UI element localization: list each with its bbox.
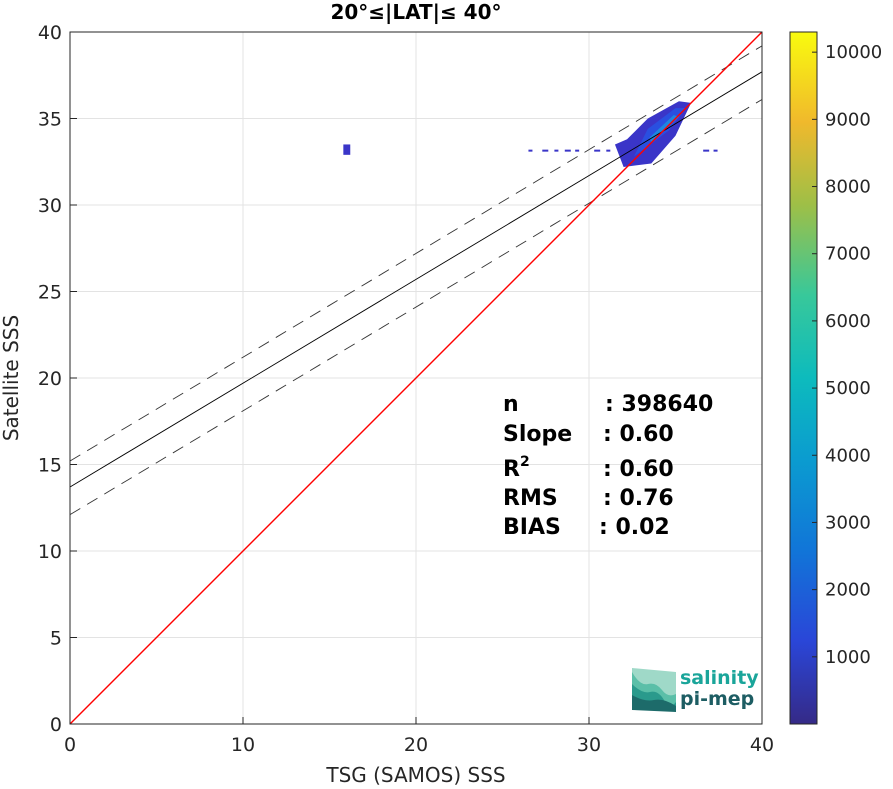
stat-value-1: : 0.60 bbox=[603, 422, 674, 447]
x-tick-label-4: 40 bbox=[750, 734, 774, 756]
x-axis-ticks: 0 10 20 30 40 bbox=[64, 717, 774, 756]
density-patch-isolated bbox=[343, 144, 351, 155]
y-tick-label-5: 25 bbox=[38, 282, 62, 304]
density-streak-5 bbox=[594, 149, 601, 152]
stat-value-3: : 0.76 bbox=[603, 486, 674, 511]
y-tick-label-7: 35 bbox=[38, 109, 62, 131]
stat-label-1: Slope bbox=[503, 422, 572, 447]
y-tick-label-4: 20 bbox=[38, 368, 62, 390]
density-streak-7 bbox=[703, 149, 710, 152]
stat-label-0: n bbox=[503, 392, 519, 417]
lower-bound-line bbox=[70, 99, 762, 516]
colorbar-tick-label-2: 3000 bbox=[825, 512, 871, 533]
x-tick-label-1: 10 bbox=[231, 734, 255, 756]
chart-title: 20°≤|LAT|≤ 40° bbox=[330, 0, 501, 24]
x-axis-label: TSG (SAMOS) SSS bbox=[325, 763, 505, 787]
colorbar bbox=[789, 31, 818, 725]
fit-lines bbox=[70, 32, 762, 724]
density-streak-4 bbox=[575, 149, 580, 152]
salinity-logo: salinity pi-mep bbox=[632, 667, 759, 712]
upper-bound-line bbox=[70, 45, 762, 462]
logo-line2: pi-mep bbox=[680, 688, 754, 710]
logo-line1: salinity bbox=[680, 667, 759, 689]
y-tick-label-8: 40 bbox=[38, 22, 62, 44]
density-streak-2 bbox=[554, 149, 559, 152]
density-streak-1 bbox=[542, 149, 549, 152]
density-streak-3 bbox=[564, 149, 571, 152]
colorbar-tick-label-1: 2000 bbox=[825, 580, 871, 601]
colorbar-tick-label-5: 6000 bbox=[825, 311, 871, 332]
identity-line bbox=[70, 32, 762, 724]
colorbar-tick-label-6: 7000 bbox=[825, 244, 871, 265]
y-axis-label: Satellite SSS bbox=[0, 315, 23, 441]
stat-value-2: : 0.60 bbox=[603, 457, 674, 482]
x-tick-label-3: 30 bbox=[577, 734, 601, 756]
density-streak-8 bbox=[713, 149, 718, 152]
stat-value-0: : 398640 bbox=[605, 392, 713, 417]
density-streak-6 bbox=[606, 149, 611, 152]
density-streak-0 bbox=[528, 149, 533, 152]
colorbar-tick-label-3: 4000 bbox=[825, 445, 871, 466]
y-tick-label-3: 15 bbox=[38, 455, 62, 477]
x-tick-label-2: 20 bbox=[404, 734, 428, 756]
colorbar-tick-label-8: 9000 bbox=[825, 109, 871, 130]
stat-label-3: RMS bbox=[503, 486, 558, 511]
colorbar-tick-label-4: 5000 bbox=[825, 378, 871, 399]
y-tick-label-6: 30 bbox=[38, 195, 62, 217]
stat-label-4: BIAS bbox=[503, 515, 561, 540]
colorbar-ticks: 1000 2000 3000 4000 5000 6000 7000 8000 9000 1000… bbox=[812, 42, 882, 668]
colorbar-tick-label-0: 1000 bbox=[825, 647, 871, 668]
colorbar-tick-label-7: 8000 bbox=[825, 177, 871, 198]
colorbar-tick-label-9: 10000 bbox=[825, 42, 882, 63]
y-tick-label-0: 0 bbox=[50, 714, 62, 736]
y-tick-label-1: 5 bbox=[50, 628, 62, 650]
y-tick-label-2: 10 bbox=[38, 541, 62, 563]
regression-line bbox=[70, 71, 762, 488]
stat-value-4: : 0.02 bbox=[599, 515, 670, 540]
wave-logo-icon bbox=[632, 668, 676, 712]
stat-label-sup-2: 2 bbox=[520, 454, 530, 470]
y-axis-ticks: 0 5 10 15 20 25 30 35 40 bbox=[38, 22, 77, 736]
x-tick-label-0: 0 bbox=[64, 734, 76, 756]
